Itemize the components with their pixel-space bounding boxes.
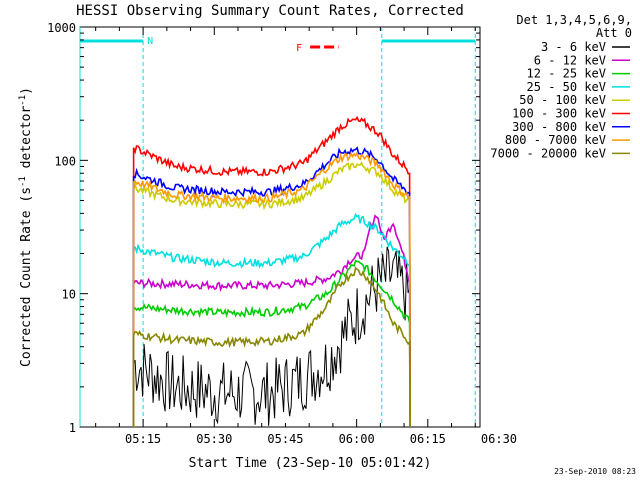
series-line bbox=[132, 266, 411, 428]
x-tick-label: 05:45 bbox=[267, 432, 303, 446]
legend-label: 100 - 300 keV bbox=[512, 107, 606, 121]
legend-label: 25 - 50 keV bbox=[527, 80, 606, 94]
series-line bbox=[132, 151, 411, 428]
series-line bbox=[132, 115, 411, 428]
series-line bbox=[132, 259, 411, 428]
x-tick-label: 06:15 bbox=[410, 432, 446, 446]
legend-title-line2: Att 0 bbox=[596, 26, 632, 40]
legend-label: 12 - 25 keV bbox=[527, 67, 606, 81]
x-tick-label: 06:30 bbox=[481, 432, 517, 446]
legend-label: 7000 - 20000 keV bbox=[490, 146, 606, 160]
night-bars: N bbox=[79, 27, 476, 427]
y-tick-label: 10 bbox=[62, 288, 76, 302]
y-axis: 1 10 100 1000 bbox=[47, 21, 480, 435]
night-label: N bbox=[147, 36, 153, 47]
series-line bbox=[132, 160, 411, 428]
legend-label: 800 - 7000 keV bbox=[505, 133, 606, 147]
x-tick-label: 05:15 bbox=[125, 432, 161, 446]
x-tick-label: 06:00 bbox=[339, 432, 375, 446]
y-tick-label: 1 bbox=[69, 421, 76, 435]
series-line bbox=[132, 214, 411, 428]
chart-title: HESSI Observing Summary Count Rates, Cor… bbox=[76, 3, 464, 19]
series-line bbox=[133, 246, 411, 428]
series-line bbox=[132, 212, 411, 428]
x-axis: 05:15 05:30 05:45 06:00 06:15 06:30 bbox=[95, 27, 517, 446]
legend-label: 3 - 6 keV bbox=[541, 40, 606, 54]
y-tick-label: 100 bbox=[54, 154, 76, 168]
footer-date: 23-Sep-2010 08:23 bbox=[554, 467, 636, 476]
legend-label: 6 - 12 keV bbox=[534, 53, 606, 67]
series-line bbox=[132, 146, 411, 428]
y-tick-label: 1000 bbox=[47, 21, 76, 35]
series-group bbox=[132, 115, 411, 428]
y-axis-label: Corrected Count Rate (s-1 detector-1) bbox=[18, 87, 34, 367]
plot-frame bbox=[79, 26, 481, 428]
flare-marker: F bbox=[296, 43, 339, 54]
x-tick-label: 05:30 bbox=[196, 432, 232, 446]
x-axis-label: Start Time (23-Sep-10 05:01:42) bbox=[189, 456, 432, 471]
legend-label: 300 - 800 keV bbox=[512, 120, 606, 134]
legend-label: 50 - 100 keV bbox=[519, 93, 606, 107]
legend-title-line1: Det 1,3,4,5,6,9, bbox=[516, 13, 632, 27]
flare-label: F bbox=[296, 43, 302, 54]
